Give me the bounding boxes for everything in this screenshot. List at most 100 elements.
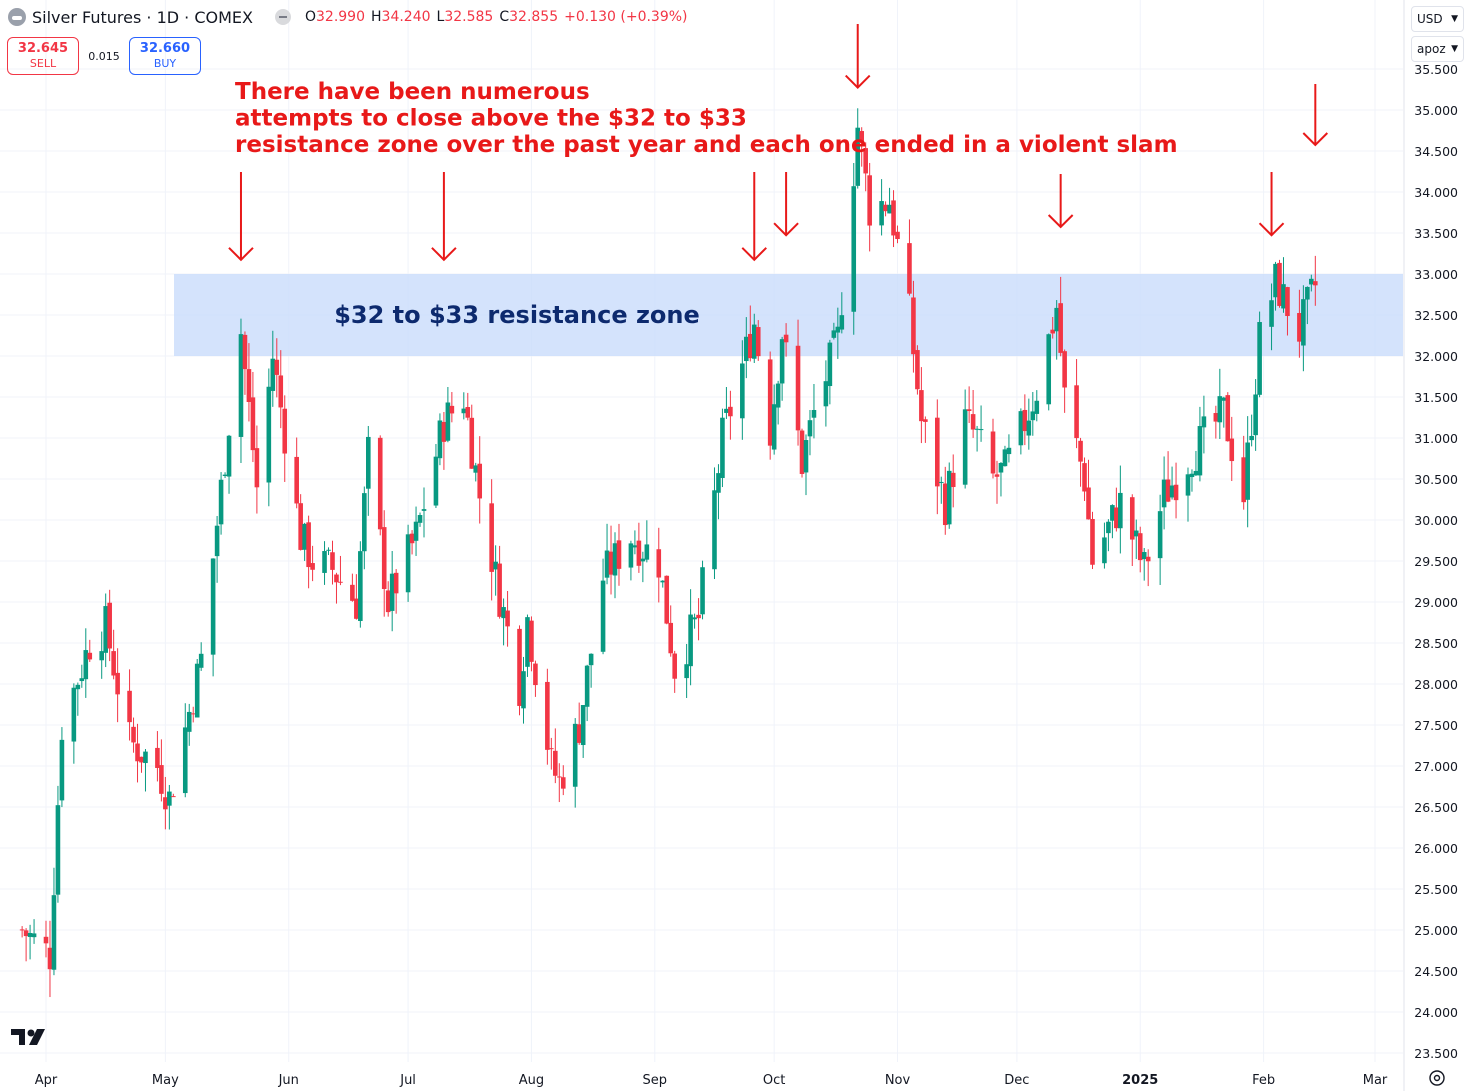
candle-body: [1189, 473, 1195, 478]
candle-body: [254, 448, 260, 488]
currency-select[interactable]: USD ▼: [1411, 6, 1464, 32]
candle-body: [1213, 413, 1219, 422]
candle-body: [139, 756, 144, 763]
candle-body: [696, 614, 701, 619]
candle-body: [393, 572, 399, 594]
candle-body: [135, 743, 140, 762]
currency-value: USD: [1417, 12, 1443, 26]
candle-body: [43, 936, 49, 944]
candle-body: [923, 419, 928, 422]
price-tick-label: 29.500: [1414, 554, 1458, 569]
candle-body: [1054, 307, 1059, 332]
candle-body: [1058, 303, 1063, 353]
candle-body: [1137, 533, 1143, 561]
candle-body: [556, 776, 562, 778]
candle-body: [1114, 507, 1119, 529]
candle-body: [831, 330, 837, 338]
candle-body: [167, 791, 172, 806]
price-tick-label: 34.500: [1414, 144, 1458, 159]
annotation-line: resistance zone over the past year and e…: [235, 132, 1178, 158]
candle-body: [525, 617, 530, 667]
candle-body: [867, 175, 872, 226]
candle-body: [724, 408, 729, 413]
candle-body: [692, 617, 697, 620]
candle-body: [99, 651, 105, 661]
arrow-head: [845, 74, 871, 90]
candle-body: [747, 333, 753, 359]
candle-body: [1305, 286, 1310, 300]
candle-body: [389, 573, 395, 611]
candle-body: [421, 509, 427, 511]
tradingview-logo-icon[interactable]: [11, 1027, 47, 1053]
candle-body: [1257, 322, 1262, 395]
candle-body: [950, 472, 956, 488]
candle-body: [962, 409, 968, 485]
candle-body: [186, 711, 192, 732]
price-tick-label: 23.500: [1414, 1046, 1458, 1061]
sell-price: 32.645: [17, 41, 69, 56]
price-tick-label: 31.500: [1414, 390, 1458, 405]
candle-body: [1133, 530, 1139, 537]
candle-body: [716, 473, 721, 493]
candle-body: [214, 525, 220, 557]
candle-body: [366, 436, 371, 489]
candle-body: [1141, 552, 1147, 560]
candle-body: [628, 543, 634, 568]
candle-body: [1249, 435, 1254, 441]
candle-body: [855, 127, 861, 186]
candle-body: [87, 652, 93, 660]
candle-body: [946, 470, 952, 525]
candle-body: [915, 350, 920, 390]
candle-body: [1285, 287, 1290, 317]
candle-body: [338, 581, 343, 583]
candle-body: [505, 610, 510, 627]
time-axis[interactable]: Apr May Jun Jul Aug Sep Oct Nov Dec 2025 Feb Mar: [35, 1073, 1388, 1088]
candle-body: [198, 653, 204, 668]
price-tick-label: 27.500: [1414, 718, 1458, 733]
time-tick-label: Apr: [35, 1073, 58, 1088]
candle-body: [1241, 457, 1246, 503]
candle-body: [1022, 409, 1028, 432]
candle-body: [19, 929, 25, 931]
candle-body: [362, 493, 367, 552]
candle-body: [222, 474, 228, 477]
candle-body: [381, 527, 387, 589]
candle-body: [473, 465, 479, 473]
candle-body: [863, 148, 868, 174]
trade-panel: 32.645 SELL 0.015 32.660 BUY: [7, 37, 201, 75]
candle-body: [107, 602, 112, 649]
collapse-icon[interactable]: [274, 9, 291, 25]
candle-body: [517, 628, 522, 706]
price-axis[interactable]: 35.500 35.000 34.500 34.000 33.500 33.000 32.5…: [1403, 0, 1458, 1091]
candle-body: [632, 545, 638, 548]
candle-body: [1002, 449, 1008, 467]
buy-button[interactable]: 32.660 BUY: [129, 37, 201, 75]
resistance-zone-label: $32 to $33 resistance zone: [334, 301, 700, 329]
candle-body: [250, 397, 256, 451]
settings-gear-icon[interactable]: [1428, 1069, 1446, 1087]
candle-body: [553, 750, 558, 776]
change-value: +0.130 (+0.39%): [564, 9, 688, 25]
price-tick-label: 35.000: [1414, 103, 1458, 118]
candle-body: [580, 705, 586, 746]
candle-body: [1301, 299, 1306, 346]
candle-body: [672, 653, 677, 679]
symbol-title[interactable]: Silver Futures · 1D · COMEX: [32, 7, 253, 27]
arrow-head: [1047, 214, 1074, 229]
candle-body: [1161, 479, 1167, 508]
candle-body: [226, 435, 232, 477]
candle-body: [811, 409, 817, 418]
unit-select[interactable]: apoz ▼: [1411, 36, 1464, 62]
candle-body: [549, 748, 554, 750]
candle-body: [79, 678, 85, 682]
candle-body: [274, 359, 280, 375]
time-tick-label: 2025: [1122, 1073, 1158, 1088]
candle-body: [278, 375, 284, 408]
annotation-line: attempts to close above the $32 to $33: [235, 106, 747, 132]
candle-body: [445, 402, 451, 441]
sell-button[interactable]: 32.645 SELL: [7, 37, 79, 75]
candle-body: [966, 409, 972, 411]
candle-body: [616, 540, 622, 569]
candle-body: [354, 598, 359, 619]
